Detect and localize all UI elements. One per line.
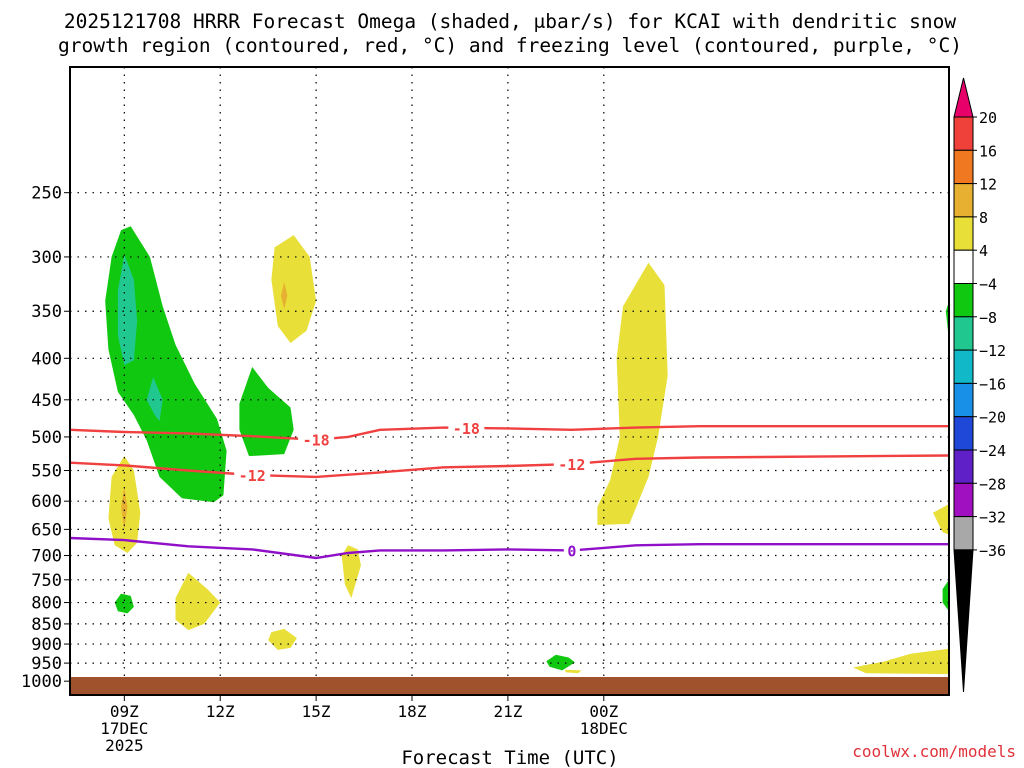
y-tick-label: 350 <box>31 302 62 322</box>
isotherm-label-bg <box>553 456 590 473</box>
x-tick-label: 18DEC <box>580 719 628 738</box>
colorbar-segment <box>953 516 974 551</box>
colorbar-label: −36 <box>979 542 1006 560</box>
isotherm-label: -18 <box>303 432 330 450</box>
y-tick-label: 700 <box>31 546 62 566</box>
colorbar-label: −32 <box>979 509 1006 527</box>
x-tick-label: 2025 <box>105 736 144 755</box>
ground-terrain <box>70 677 949 695</box>
colorbar-segment <box>953 382 974 418</box>
colorbar-label: −24 <box>979 442 1006 460</box>
y-tick-label: 550 <box>31 462 62 482</box>
isotherm-label: 0 <box>567 542 576 560</box>
colorbar-segment <box>953 183 974 218</box>
colorbar-segment <box>953 349 974 384</box>
omega-upward-sfc <box>546 654 575 671</box>
omega-sinking-sfc <box>853 648 949 675</box>
plot-area: -18 -18 -12 -12 0 <box>69 66 950 696</box>
colorbar-label: 8 <box>979 209 988 227</box>
colorbar-segment <box>953 482 974 518</box>
colorbar-segment <box>953 249 974 284</box>
y-tick-label: 600 <box>31 492 62 512</box>
omega-sinking-core-lower <box>121 486 128 530</box>
x-axis-label: Forecast Time (UTC) <box>401 747 618 768</box>
y-tick-label: 450 <box>31 391 62 411</box>
colorbar-segment <box>953 283 974 318</box>
isotherm-label: -18 <box>453 420 480 438</box>
chart-title-line-2: growth region (contoured, red, °C) and f… <box>58 34 962 57</box>
omega-sinking-16z <box>341 545 361 599</box>
colorbar-label: −8 <box>979 309 997 327</box>
y-axis: 2503003504004505005506006507007508008509… <box>21 184 70 692</box>
y-tick-label: 300 <box>31 248 62 268</box>
omega-upward-mid <box>239 367 294 457</box>
chart-title-line-1: 2025121708 HRRR Forecast Omega (shaded, … <box>64 10 956 33</box>
y-tick-label: 500 <box>31 428 62 448</box>
x-tick-label: 09Z <box>110 702 139 721</box>
colorbar-segment <box>953 116 974 151</box>
x-tick-label: 17DEC <box>100 719 148 738</box>
colorbar-label: −4 <box>979 276 997 294</box>
omega-sinking-11z <box>175 572 221 631</box>
isotherm-label-bg <box>234 466 271 483</box>
colorbar-label: −20 <box>979 409 1006 427</box>
colorbar-label: −28 <box>979 475 1006 493</box>
colorbar-arrow-top <box>953 77 974 118</box>
y-tick-label: 800 <box>31 594 62 614</box>
isotherm-label: -12 <box>558 456 585 474</box>
omega-sinking-14z <box>268 628 297 650</box>
isotherm-0-line <box>69 536 949 560</box>
y-tick-label: 650 <box>31 520 62 540</box>
omega-sinking-core-upper <box>281 281 288 310</box>
x-tick-label: 21Z <box>493 702 522 721</box>
isotherm--18-line <box>69 425 949 441</box>
colorbar-segment <box>953 149 974 185</box>
omega-upward-core-small <box>146 377 163 422</box>
y-tick-label: 750 <box>31 571 62 591</box>
colorbar-label: 20 <box>979 109 997 127</box>
colorbar-segment <box>953 416 974 451</box>
colorbar-label: 12 <box>979 176 997 194</box>
colorbar-label: 16 <box>979 142 997 160</box>
colorbar: 20 16 12 8 4 −4 −8 −12 −16 −20 −24 −28 −32 −36 <box>953 77 1006 693</box>
y-tick-label: 850 <box>31 615 62 635</box>
colorbar-arrow-bottom <box>953 549 974 693</box>
colorbar-segment <box>953 216 974 251</box>
y-tick-label: 900 <box>31 635 62 655</box>
x-tick-label: 00Z <box>589 702 618 721</box>
x-tick-label: 18Z <box>398 702 427 721</box>
isotherm-label-bg <box>298 431 335 448</box>
plot-frame <box>69 66 950 696</box>
omega-sinking-sfc-small <box>565 669 582 674</box>
omega-upward-edge-2 <box>942 579 949 612</box>
y-tick-label: 950 <box>31 654 62 674</box>
omega-sinking-upper <box>271 235 317 343</box>
colorbar-segment <box>953 449 974 484</box>
x-tick-label: 12Z <box>206 702 235 721</box>
colorbar-label: 4 <box>979 242 988 260</box>
isotherm--12-line <box>69 454 950 479</box>
isotherm-label-bg <box>563 542 580 559</box>
colorbar-label: −16 <box>979 375 1006 393</box>
x-tick-label: 15Z <box>302 702 331 721</box>
colorbar-label: −12 <box>979 342 1006 360</box>
isotherm-label-bg <box>448 419 485 436</box>
watermark: coolwx.com/models <box>852 742 1016 761</box>
y-tick-label: 400 <box>31 349 62 369</box>
omega-upward-core <box>117 254 138 366</box>
omega-sinking-edge <box>933 504 949 535</box>
omega-upward-low <box>114 593 134 614</box>
y-tick-label: 1000 <box>21 672 62 692</box>
colorbar-segment <box>953 316 974 351</box>
isotherm-contours: -18 -18 -12 -12 0 <box>69 419 950 560</box>
plot-background <box>70 67 949 695</box>
y-tick-label: 250 <box>31 184 62 204</box>
isotherm-label: -12 <box>239 467 266 485</box>
